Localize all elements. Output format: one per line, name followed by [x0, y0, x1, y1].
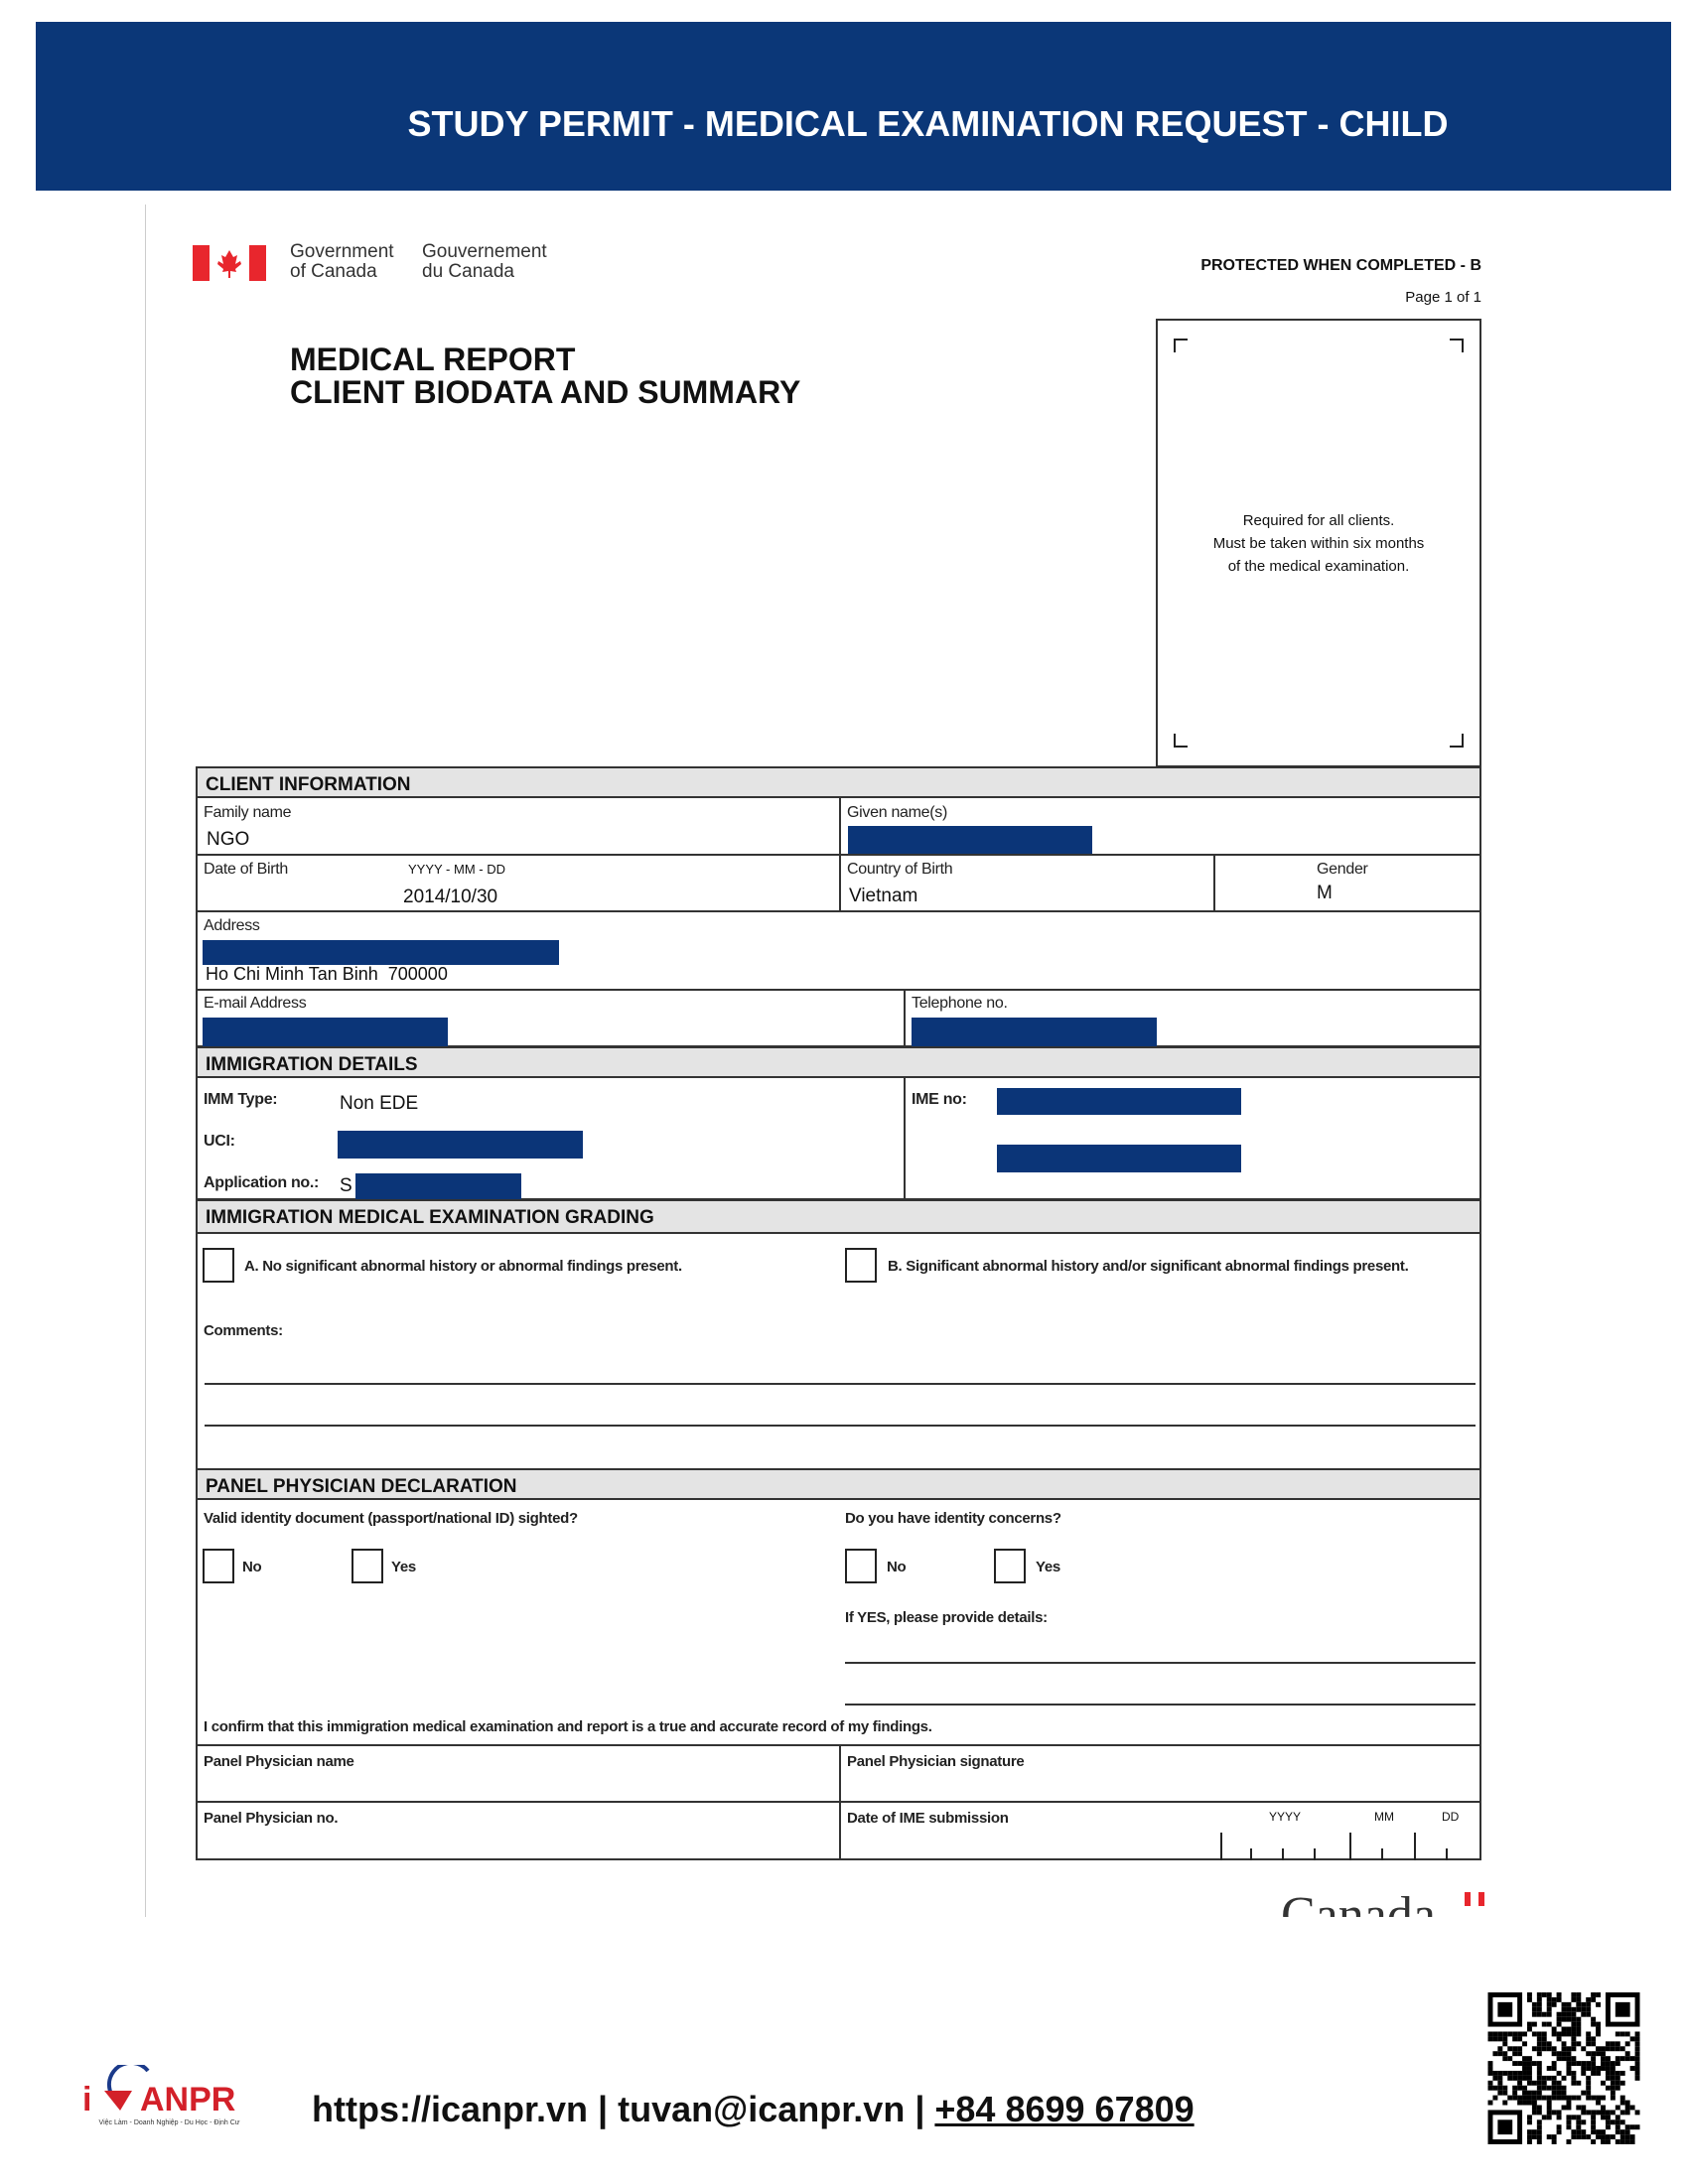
gender-label: Gender	[1317, 861, 1368, 878]
grading-a-label: A. No significant abnormal history or ab…	[244, 1258, 682, 1275]
family-name-label: Family name	[204, 804, 292, 821]
sighted-yes-checkbox[interactable]	[352, 1549, 383, 1583]
identity-sighted-question: Valid identity document (passport/nation…	[204, 1510, 578, 1527]
address-value: Ho Chi Minh Tan Binh 700000	[206, 964, 448, 984]
redacted-email	[203, 1018, 448, 1046]
protected-label: PROTECTED WHEN COMPLETED - B	[1200, 257, 1481, 274]
concerns-no-label: No	[887, 1559, 907, 1575]
footer-sep: |	[905, 2089, 935, 2129]
grading-a-checkbox[interactable]	[203, 1248, 234, 1283]
title-line-1: MEDICAL REPORT	[290, 341, 576, 377]
gov-fr-1: Gouvernement	[422, 241, 547, 262]
confirm-statement: I confirm that this immigration medical …	[204, 1718, 932, 1735]
redacted-address	[203, 940, 559, 965]
comments-label: Comments:	[204, 1322, 283, 1339]
details-line-1[interactable]	[845, 1662, 1476, 1664]
page-edge	[145, 205, 146, 1917]
photo-line-2: Must be taken within six months	[1212, 535, 1425, 552]
photo-line-1: Required for all clients.	[1242, 512, 1395, 529]
redacted-application-no	[355, 1173, 521, 1199]
canada-wordmark-text: Canada	[1281, 1887, 1436, 1918]
redacted-ime-no	[997, 1088, 1241, 1115]
canada-wordmark: Canada	[1281, 1886, 1484, 1917]
gov-fr-2: du Canada	[422, 261, 514, 282]
comments-line-1[interactable]	[205, 1383, 1476, 1385]
telephone-label: Telephone no.	[912, 995, 1008, 1012]
ime-no-label: IME no:	[912, 1091, 967, 1108]
date-yyyy: YYYY	[1269, 1810, 1302, 1824]
svg-text:ANPR: ANPR	[140, 2081, 235, 2115]
title-line-2: CLIENT BIODATA AND SUMMARY	[290, 374, 801, 410]
dob-field[interactable]	[196, 854, 841, 912]
dob-label: Date of Birth	[204, 861, 289, 878]
footer-contact: https://icanpr.vn | tuvan@icanpr.vn | +8…	[312, 2089, 1195, 2130]
country-value: Vietnam	[849, 886, 918, 906]
photo-line-3: of the medical examination.	[1227, 558, 1410, 575]
grading-b-label: B. Significant abnormal history and/or s…	[888, 1258, 1409, 1275]
photo-box: Required for all clients. Must be taken w…	[1156, 319, 1481, 767]
dob-format: YYYY - MM - DD	[408, 862, 505, 877]
footer-website[interactable]: https://icanpr.vn	[312, 2089, 589, 2129]
redacted-telephone	[912, 1018, 1157, 1046]
date-mm: MM	[1374, 1810, 1394, 1824]
footer-sep: |	[588, 2089, 619, 2129]
date-ticks	[1220, 1833, 1448, 1860]
imm-type-label: IMM Type:	[204, 1091, 278, 1108]
redacted-ime-no-2	[997, 1145, 1241, 1172]
ime-date-field[interactable]	[839, 1801, 1481, 1860]
section-grading: IMMIGRATION MEDICAL EXAMINATION GRADING	[196, 1199, 1481, 1234]
footer-phone[interactable]: +84 8699 67809	[934, 2089, 1195, 2129]
logo-tagline: Việc Làm - Doanh Nghiệp - Du Học - Định …	[98, 2119, 240, 2126]
date-dd: DD	[1442, 1810, 1460, 1824]
concerns-yes-label: Yes	[1036, 1559, 1060, 1575]
physician-name-label: Panel Physician name	[204, 1753, 354, 1770]
footer-email[interactable]: tuvan@icanpr.vn	[618, 2089, 906, 2129]
details-line-2[interactable]	[845, 1704, 1476, 1706]
given-name-label: Given name(s)	[847, 804, 948, 821]
application-no-prefix: S	[340, 1175, 352, 1196]
svg-text:i: i	[82, 2081, 91, 2115]
canada-flag-icon	[193, 245, 266, 281]
gov-en-1: Government	[290, 241, 394, 262]
wordmark-flag-icon	[1465, 1892, 1484, 1906]
redacted-uci	[338, 1131, 583, 1159]
panel-body	[196, 1498, 1481, 1746]
application-no-label: Application no.:	[204, 1174, 320, 1191]
section-client-information: CLIENT INFORMATION	[196, 766, 1481, 798]
gov-fr: Gouvernement du Canada	[422, 242, 547, 282]
icanpr-logo: i ANPR Việc Làm - Doanh Nghiệp - Du Học -…	[82, 2060, 256, 2134]
family-name-field[interactable]	[196, 796, 841, 856]
address-label: Address	[204, 917, 260, 934]
identity-concerns-question: Do you have identity concerns?	[845, 1510, 1061, 1527]
details-label: If YES, please provide details:	[845, 1609, 1048, 1626]
ime-date-label: Date of IME submission	[847, 1810, 1009, 1827]
section-panel-physician: PANEL PHYSICIAN DECLARATION	[196, 1468, 1481, 1500]
imm-type-value: Non EDE	[340, 1093, 419, 1114]
email-label: E-mail Address	[204, 995, 307, 1012]
redacted-given-name	[848, 826, 1092, 854]
photo-instructions: Required for all clients. Must be taken w…	[1158, 509, 1479, 578]
uci-label: UCI:	[204, 1133, 235, 1150]
grading-b-checkbox[interactable]	[845, 1248, 877, 1283]
concerns-no-checkbox[interactable]	[845, 1549, 877, 1583]
page-title: MEDICAL REPORT CLIENT BIODATA AND SUMMARY	[290, 343, 800, 409]
family-name-value: NGO	[207, 829, 250, 850]
banner-title: STUDY PERMIT - MEDICAL EXAMINATION REQUE…	[407, 103, 1449, 144]
gov-en-2: of Canada	[290, 261, 377, 282]
sighted-no-label: No	[242, 1559, 262, 1575]
physician-no-label: Panel Physician no.	[204, 1810, 339, 1827]
country-label: Country of Birth	[847, 861, 953, 878]
concerns-yes-checkbox[interactable]	[994, 1549, 1026, 1583]
page-number: Page 1 of 1	[1405, 289, 1481, 306]
title-banner: STUDY PERMIT - MEDICAL EXAMINATION REQUE…	[36, 22, 1671, 191]
gender-value: M	[1317, 883, 1333, 903]
sighted-yes-label: Yes	[391, 1559, 416, 1575]
dob-value: 2014/10/30	[403, 887, 498, 907]
qr-code-icon[interactable]	[1486, 1992, 1641, 2144]
gov-en: Government of Canada	[290, 242, 394, 282]
comments-line-2[interactable]	[205, 1425, 1476, 1427]
physician-signature-label: Panel Physician signature	[847, 1753, 1025, 1770]
section-immigration-details: IMMIGRATION DETAILS	[196, 1046, 1481, 1078]
sighted-no-checkbox[interactable]	[203, 1549, 234, 1583]
